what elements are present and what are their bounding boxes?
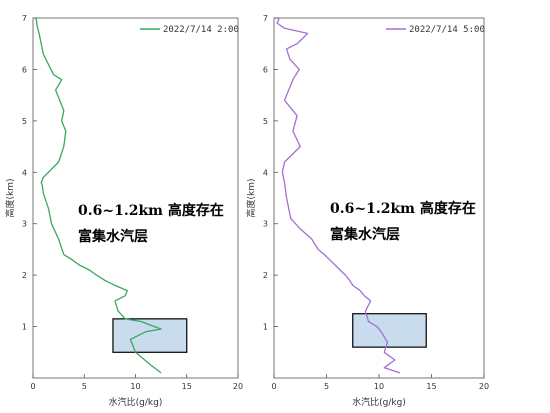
annotation-line-1: 0.6~1.2km 高度存在 <box>78 202 224 219</box>
series-line <box>35 17 162 374</box>
chart-panel-right: 1 2 3 4 5 6 7 0 5 10 15 20 2022/7/14 5:00 高度(km) 水… <box>245 14 489 408</box>
y-tick-label: 4 <box>263 168 268 177</box>
y-tick-label: 3 <box>22 220 27 229</box>
x-tick-label: 20 <box>233 382 243 391</box>
y-axis-ticks: 1 2 3 4 5 6 7 <box>22 14 37 332</box>
y-tick-label: 2 <box>263 271 268 280</box>
y-tick-label: 6 <box>263 65 268 74</box>
x-tick-label: 15 <box>426 382 436 391</box>
x-tick-label: 0 <box>271 382 276 391</box>
x-axis-ticks: 0 5 10 15 20 <box>271 374 489 391</box>
x-axis-label: 水汽比(g/kg) <box>352 396 406 408</box>
y-tick-label: 7 <box>263 14 268 23</box>
highlight-box <box>352 313 427 348</box>
x-tick-label: 5 <box>82 382 87 391</box>
y-tick-label: 2 <box>22 271 27 280</box>
x-tick-label: 10 <box>130 382 140 391</box>
x-tick-label: 10 <box>374 382 384 391</box>
x-tick-label: 15 <box>182 382 192 391</box>
x-axis-label: 水汽比(g/kg) <box>109 396 163 408</box>
y-tick-label: 3 <box>263 220 268 229</box>
y-axis-ticks: 1 2 3 4 5 6 7 <box>263 14 278 332</box>
y-axis-label: 高度(km) <box>4 178 16 217</box>
chart-panel-left: 1 2 3 4 5 6 7 0 5 10 15 20 2022/7/14 2:00 高度(km) 水… <box>4 14 243 408</box>
x-axis-ticks: 0 5 10 15 20 <box>30 374 243 391</box>
y-tick-label: 4 <box>22 168 27 177</box>
highlight-box <box>112 318 188 353</box>
y-tick-label: 1 <box>263 323 268 332</box>
y-axis-label: 高度(km) <box>245 178 257 217</box>
legend-label: 2022/7/14 2:00 <box>163 25 239 35</box>
y-tick-label: 5 <box>22 117 27 126</box>
x-tick-label: 5 <box>324 382 329 391</box>
x-tick-label: 0 <box>30 382 35 391</box>
y-tick-label: 7 <box>22 14 27 23</box>
annotation-line-2: 富集水汽层 <box>330 226 400 243</box>
y-tick-label: 1 <box>22 323 27 332</box>
annotation-line-2: 富集水汽层 <box>78 228 148 245</box>
annotation-line-1: 0.6~1.2km 高度存在 <box>330 200 476 217</box>
series-line <box>276 17 401 374</box>
x-tick-label: 20 <box>479 382 489 391</box>
y-tick-label: 5 <box>263 117 268 126</box>
y-tick-label: 6 <box>22 65 27 74</box>
legend-label: 2022/7/14 5:00 <box>409 25 485 35</box>
